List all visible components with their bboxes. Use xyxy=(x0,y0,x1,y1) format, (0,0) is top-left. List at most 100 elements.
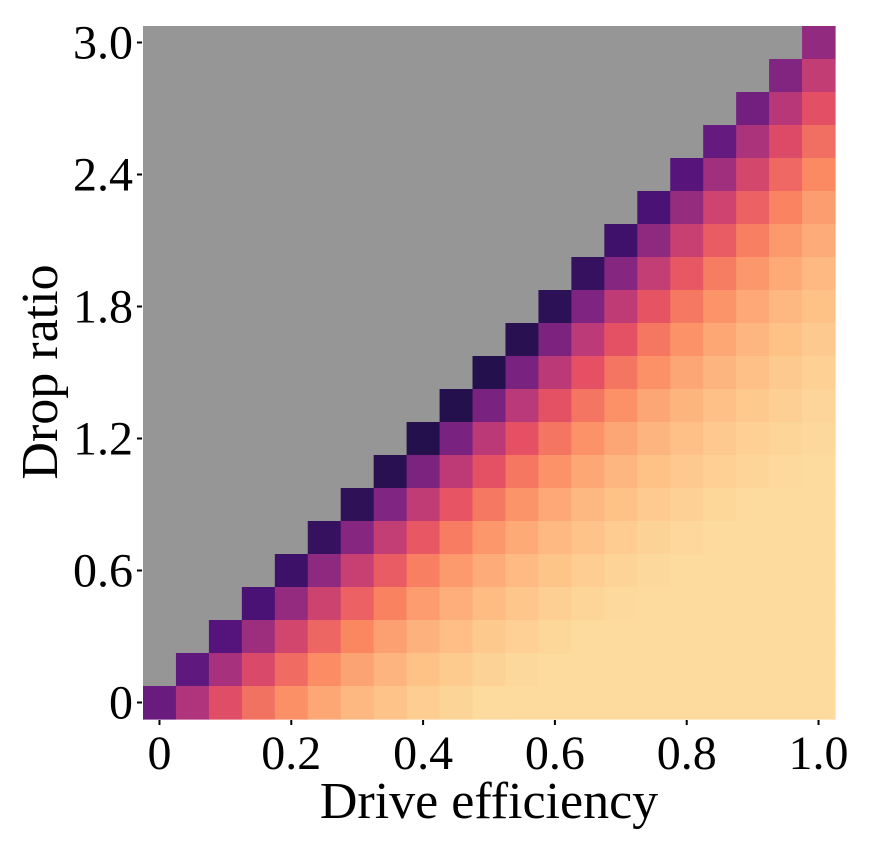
heatmap-cell xyxy=(736,257,770,291)
y-tick-label: 1.8 xyxy=(73,281,133,334)
heatmap-cell xyxy=(604,356,638,390)
heatmap-cell xyxy=(736,191,770,225)
heatmap-cell xyxy=(769,191,803,225)
heatmap-cell xyxy=(703,422,737,456)
heatmap-cell xyxy=(802,26,836,60)
heatmap-cell xyxy=(241,686,276,720)
heatmap-cell xyxy=(703,488,737,522)
heatmap-cell xyxy=(505,653,540,687)
heatmap-cell xyxy=(703,455,737,489)
heatmap-cell xyxy=(802,587,836,621)
heatmap-cell xyxy=(307,620,342,654)
heatmap-cell xyxy=(670,257,704,291)
heatmap-cell xyxy=(802,92,836,126)
heatmap-cell xyxy=(802,488,836,522)
y-tick-label: 0.6 xyxy=(73,545,133,598)
heatmap-cell xyxy=(736,422,770,456)
heatmap-cell xyxy=(637,587,671,621)
heatmap-cell xyxy=(274,686,309,720)
heatmap-cell xyxy=(340,587,375,621)
heatmap-cell xyxy=(571,686,605,720)
heatmap-cell xyxy=(769,290,803,324)
heatmap-cell xyxy=(439,653,474,687)
heatmap-cell xyxy=(637,356,671,390)
heatmap-cell xyxy=(208,653,243,687)
heatmap-cell xyxy=(769,587,803,621)
heatmap-cell xyxy=(802,521,836,555)
heatmap-cell xyxy=(769,92,803,126)
heatmap-cell xyxy=(241,653,276,687)
x-axis-title: Drive efficiency xyxy=(320,773,658,830)
heatmap-cell xyxy=(175,686,210,720)
heatmap-cell xyxy=(307,686,342,720)
heatmap-cell xyxy=(538,455,572,489)
heatmap-cell xyxy=(439,389,474,423)
heatmap-cell xyxy=(736,620,770,654)
heatmap-cell xyxy=(406,686,441,720)
heatmap-cell xyxy=(670,554,704,588)
heatmap-cell xyxy=(769,356,803,390)
heatmap-cell xyxy=(802,620,836,654)
heatmap-cell xyxy=(703,224,737,258)
heatmap-cell xyxy=(802,191,836,225)
heatmap-cell xyxy=(637,455,671,489)
heatmap-cell xyxy=(571,587,605,621)
heatmap-cell xyxy=(406,554,441,588)
heatmap-cell xyxy=(143,686,177,720)
heatmap-cell xyxy=(670,356,704,390)
heatmap-cell xyxy=(406,422,441,456)
y-tick-label: 1.2 xyxy=(73,413,133,466)
x-tick-label: 1.0 xyxy=(789,727,849,780)
heatmap-cell xyxy=(769,125,803,159)
heatmap-cell xyxy=(505,356,540,390)
heatmap-cell xyxy=(472,488,507,522)
heatmap-cell xyxy=(340,620,375,654)
heatmap-cell xyxy=(505,455,540,489)
heatmap-cell xyxy=(802,158,836,192)
heatmap-cell xyxy=(703,158,737,192)
heatmap-cell xyxy=(472,620,507,654)
heatmap-cell xyxy=(604,686,638,720)
heatmap-cell xyxy=(604,290,638,324)
heatmap-cell xyxy=(769,224,803,258)
heatmap-cell xyxy=(637,257,671,291)
heatmap-cell xyxy=(736,323,770,357)
heatmap-cell xyxy=(439,587,474,621)
x-tick-label: 0.4 xyxy=(393,727,453,780)
heatmap-cell xyxy=(769,521,803,555)
heatmap-cell xyxy=(340,488,375,522)
heatmap-cell xyxy=(802,257,836,291)
heatmap-cell xyxy=(505,389,540,423)
heatmap-cell xyxy=(373,686,408,720)
heatmap-cell xyxy=(703,389,737,423)
y-axis-title: Drop ratio xyxy=(12,264,69,479)
heatmap-cell xyxy=(406,488,441,522)
heatmap-cell xyxy=(736,158,770,192)
heatmap-cell xyxy=(505,620,540,654)
heatmap-cell xyxy=(373,521,408,555)
heatmap-cell xyxy=(571,389,605,423)
heatmap-cell xyxy=(439,686,474,720)
heatmap-cell xyxy=(637,488,671,522)
heatmap-cell xyxy=(802,653,836,687)
heatmap-cell xyxy=(670,686,704,720)
heatmap-cell xyxy=(472,422,507,456)
heatmap-cell xyxy=(802,554,836,588)
heatmap-cell xyxy=(406,455,441,489)
heatmap-cell xyxy=(472,521,507,555)
heatmap-cell xyxy=(769,389,803,423)
y-axis: 0 0.6 1.2 1.8 2.4 3.0 xyxy=(73,17,142,730)
heatmap-cell xyxy=(472,455,507,489)
heatmap-cell xyxy=(703,125,737,159)
heatmap-cell xyxy=(670,158,704,192)
heatmap-cell xyxy=(736,521,770,555)
heatmap-cell xyxy=(604,488,638,522)
heatmap-cell xyxy=(802,389,836,423)
heatmap-cell xyxy=(604,257,638,291)
heatmap-cell xyxy=(604,224,638,258)
heatmap-cell xyxy=(604,620,638,654)
heatmap-cell xyxy=(571,554,605,588)
y-tick-label: 2.4 xyxy=(73,149,133,202)
heatmap-cell xyxy=(307,521,342,555)
heatmap-cell xyxy=(670,587,704,621)
